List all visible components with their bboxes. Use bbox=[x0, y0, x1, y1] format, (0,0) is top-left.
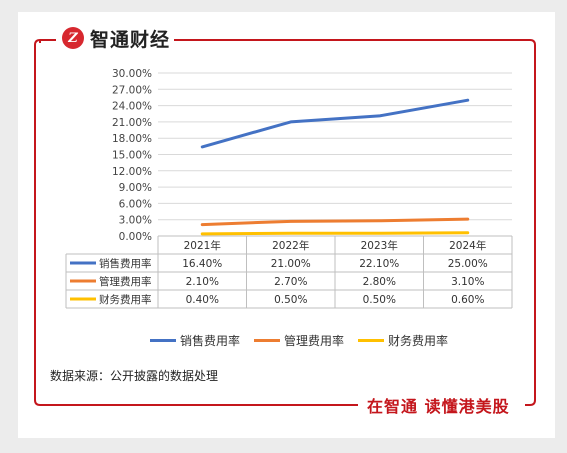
series-line bbox=[200, 98, 470, 149]
legend-swatch bbox=[358, 339, 385, 342]
brand-badge-icon: Z bbox=[62, 27, 84, 49]
brand-name: 智通财经 bbox=[90, 28, 171, 51]
data-label: 2.80% bbox=[363, 276, 396, 288]
data-label: 2.70% bbox=[274, 276, 307, 288]
data-label: 0.50% bbox=[274, 294, 307, 306]
legend-label: 管理费用率 bbox=[284, 334, 345, 348]
legend-item: 销售费用率 bbox=[150, 332, 240, 349]
legend-swatch bbox=[254, 339, 281, 342]
table-series-name: 销售费用率 bbox=[99, 257, 152, 270]
legend-item: 管理费用率 bbox=[254, 332, 344, 349]
y-tick-label: 6.00% bbox=[119, 198, 152, 210]
y-tick-label: 0.00% bbox=[119, 231, 152, 243]
table-series-name: 管理费用率 bbox=[99, 275, 152, 288]
legend-item: 财务费用率 bbox=[358, 332, 448, 349]
chart-legend: 销售费用率 管理费用率 财务费用率 bbox=[150, 332, 462, 349]
y-tick-label: 27.00% bbox=[112, 84, 152, 96]
data-label: 0.50% bbox=[363, 294, 396, 306]
frame-border-left bbox=[34, 39, 358, 406]
data-label: 16.40% bbox=[182, 258, 222, 270]
y-tick-label: 15.00% bbox=[112, 150, 152, 162]
plot-area: 0.00% 3.00% 6.00% 9.00% 12.00% 15.00% 18.00% 21… bbox=[65, 68, 530, 406]
data-label: 0.60% bbox=[451, 294, 484, 306]
y-tick-label: 24.00% bbox=[112, 101, 152, 113]
x-category-label: 2021年 bbox=[184, 239, 221, 252]
series-line bbox=[200, 217, 470, 227]
data-label: 22.10% bbox=[359, 258, 399, 270]
data-label: 0.40% bbox=[186, 294, 219, 306]
y-tick-label: 18.00% bbox=[112, 133, 152, 145]
y-tick-label: 21.00% bbox=[112, 117, 152, 129]
brand-logo: Z 智通财经 bbox=[60, 24, 175, 52]
brand-slogan: 在智通 读懂港美股 bbox=[362, 393, 515, 417]
y-tick-label: 30.00% bbox=[112, 68, 152, 80]
y-tick-label: 12.00% bbox=[112, 166, 152, 178]
legend-label: 销售费用率 bbox=[180, 334, 241, 348]
x-category-label: 2024年 bbox=[449, 239, 486, 252]
legend-label: 财务费用率 bbox=[388, 334, 449, 348]
data-label: 3.10% bbox=[451, 276, 484, 288]
data-label: 2.10% bbox=[186, 276, 219, 288]
chart-card bbox=[18, 12, 555, 438]
series-line bbox=[200, 231, 470, 236]
legend-swatch bbox=[150, 339, 176, 342]
x-category-label: 2022年 bbox=[272, 239, 309, 252]
y-tick-label: 3.00% bbox=[119, 215, 152, 227]
source-note: 数据来源：公开披露的数据处理 bbox=[50, 369, 219, 383]
x-category-label: 2023年 bbox=[361, 239, 398, 252]
y-tick-label: 9.00% bbox=[119, 182, 152, 194]
table-series-name: 财务费用率 bbox=[99, 293, 152, 306]
data-label: 25.00% bbox=[448, 258, 488, 270]
data-label: 21.00% bbox=[271, 258, 311, 270]
